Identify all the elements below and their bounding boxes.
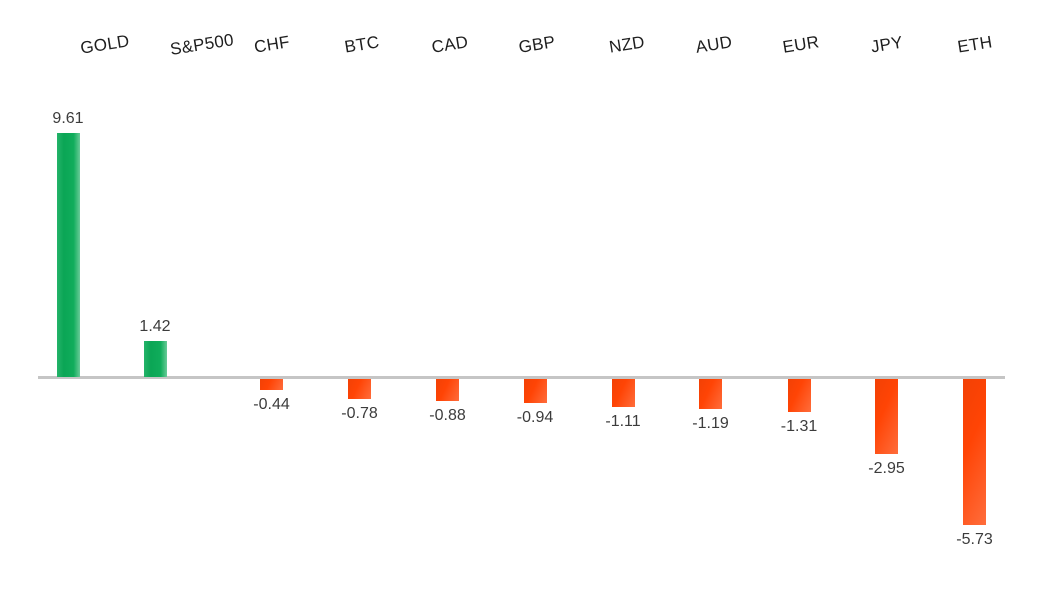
x-axis-line <box>38 376 1005 379</box>
value-label-cad: -0.88 <box>429 407 466 424</box>
bar-gbp <box>523 379 547 403</box>
bar-nzd <box>611 379 635 407</box>
value-label-eth: -5.73 <box>956 531 993 548</box>
value-label-eur: -1.31 <box>780 418 818 435</box>
bar-gold <box>56 133 80 377</box>
bar-aud <box>699 379 722 409</box>
value-label-sp500: 1.42 <box>139 318 171 335</box>
value-label-gold: 9.61 <box>52 110 84 127</box>
value-label-btc: -0.78 <box>341 405 378 422</box>
value-label-chf: -0.44 <box>253 396 290 413</box>
value-label-nzd: -1.11 <box>605 413 641 430</box>
value-label-aud: -1.19 <box>692 415 729 432</box>
bar-chf <box>260 379 283 390</box>
value-label-jpy: -2.95 <box>868 460 905 477</box>
value-label-gbp: -0.94 <box>516 409 554 426</box>
bar-jpy <box>875 379 898 454</box>
bar-sp500 <box>143 341 167 377</box>
bar-eth <box>963 379 986 525</box>
bar-btc <box>348 379 371 399</box>
bar-cad <box>436 379 459 401</box>
bar-eur <box>787 379 811 412</box>
